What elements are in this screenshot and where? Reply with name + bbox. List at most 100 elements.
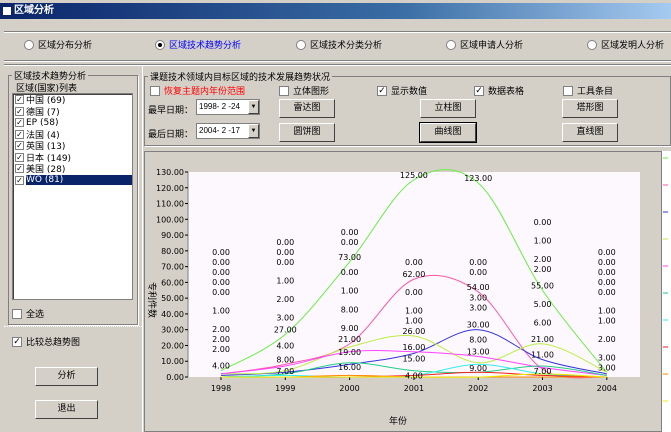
list-item[interactable]: ✓ WO (81): [13, 175, 132, 187]
radio-tab[interactable]: 区域发明人分析: [587, 38, 664, 51]
option-checkbox[interactable]: ✓ 数据表格: [474, 84, 524, 97]
data-label: 30.00: [467, 321, 490, 330]
option-checkbox[interactable]: ✓ 显示数值: [377, 84, 427, 97]
list-item-label: 英国 (13): [26, 142, 66, 153]
checkbox-box[interactable]: ✓: [15, 95, 24, 105]
chart-type-button[interactable]: 直线图: [562, 123, 618, 142]
radio-tab[interactable]: 区域技术分类分析: [296, 38, 382, 51]
checkbox-box[interactable]: ✓: [15, 164, 24, 174]
data-label: 2.00: [212, 325, 230, 334]
chart-type-button[interactable]: 塔形图: [562, 99, 618, 118]
earliest-date-combo[interactable]: 1998- 2 -24 ▼: [196, 99, 260, 115]
data-label: 0.00: [276, 248, 294, 257]
list-item[interactable]: ✓ 英国 (13): [13, 140, 132, 152]
data-label: 0.00: [341, 228, 359, 237]
radio-icon[interactable]: [155, 39, 165, 50]
list-item[interactable]: ✓ 德国 (7): [13, 106, 132, 118]
checkbox-box[interactable]: ✓: [15, 175, 24, 185]
y-axis-label: 专利件数: [146, 282, 158, 318]
radio-icon[interactable]: [587, 39, 597, 50]
chart-type-button[interactable]: 曲线图: [419, 122, 477, 143]
list-item[interactable]: ✓ 美国 (28): [13, 163, 132, 175]
compare-total-checkbox[interactable]: ✓ 比较总趋势图: [12, 335, 80, 348]
data-label: 0.00: [598, 248, 616, 257]
series-line: [221, 373, 607, 378]
region-list[interactable]: ✓ 中国 (69) ✓ 德国 (7) ✓ EP (58) ✓ 法国 (4) ✓ 英国 (13) ✓ 日…: [12, 93, 133, 300]
checkbox-box[interactable]: ✓: [12, 336, 22, 347]
checkbox-box[interactable]: [279, 85, 289, 96]
checkbox-box[interactable]: ✓: [15, 152, 24, 162]
data-label: 1.00: [212, 306, 230, 315]
data-label: 0.00: [469, 258, 487, 267]
option-checkbox[interactable]: 立体图形: [279, 84, 329, 97]
data-label: 123.00: [464, 174, 492, 183]
x-tick-label: 2000: [339, 384, 359, 393]
y-tick-label: 50.00: [161, 294, 184, 303]
list-item-label: 中国 (69): [26, 96, 66, 107]
data-label: 3.00: [469, 303, 487, 312]
chart-type-button[interactable]: 立柱图: [420, 99, 476, 118]
data-label: 0.00: [534, 218, 552, 227]
checkbox-box[interactable]: [12, 308, 22, 319]
data-label: 0.00: [598, 258, 616, 267]
data-label: 1.00: [598, 306, 616, 315]
data-label: 0.00: [405, 288, 423, 297]
x-tick-label: 2003: [532, 384, 552, 393]
data-label: 0.00: [212, 288, 230, 297]
option-checkbox[interactable]: 工具条目: [563, 84, 613, 97]
data-label: 73.00: [338, 253, 361, 262]
checkbox-box[interactable]: ✓: [15, 129, 24, 139]
chart-type-button[interactable]: 圆饼图: [279, 123, 335, 142]
list-item[interactable]: ✓ EP (58): [13, 117, 132, 129]
restore-range-checkbox[interactable]: 恢复主题内年份范围: [150, 84, 245, 97]
list-item[interactable]: ✓ 日本 (149): [13, 152, 132, 164]
option-label: 工具条目: [577, 87, 614, 97]
chevron-down-icon[interactable]: ▼: [248, 124, 259, 138]
checkbox-box[interactable]: [150, 85, 160, 96]
checkbox-box[interactable]: ✓: [15, 141, 24, 151]
radio-tab[interactable]: 区域申请人分析: [446, 38, 523, 51]
chevron-down-icon[interactable]: ▼: [248, 100, 259, 114]
radio-label: 区域申请人分析: [460, 41, 524, 51]
exit-button[interactable]: 退出: [35, 400, 98, 419]
radio-tab[interactable]: 区域技术趋势分析: [155, 38, 241, 51]
checkbox-box[interactable]: [563, 85, 573, 96]
data-label: 8.00: [276, 355, 294, 364]
radio-icon[interactable]: [296, 39, 306, 50]
data-label: 26.00: [402, 327, 425, 336]
divider: [142, 65, 143, 432]
radio-label: 区域分布分析: [38, 41, 93, 51]
data-label: 2.00: [598, 335, 616, 344]
data-label: 21.00: [531, 335, 554, 344]
plot-area: [188, 172, 640, 377]
compare-total-label: 比较总趋势图: [26, 338, 81, 348]
list-item[interactable]: ✓ 法国 (4): [13, 129, 132, 141]
radio-icon[interactable]: [24, 39, 34, 50]
analyze-button[interactable]: 分析: [35, 367, 98, 386]
latest-date-combo[interactable]: 2004- 2 -17 ▼: [196, 123, 260, 139]
checkbox-box[interactable]: ✓: [377, 85, 387, 96]
checkbox-box[interactable]: ✓: [15, 118, 24, 128]
checkbox-box[interactable]: ✓: [15, 106, 24, 116]
list-item[interactable]: ✓ 中国 (69): [13, 94, 132, 106]
x-tick-label: 2001: [404, 384, 424, 393]
data-label: 0.00: [405, 258, 423, 267]
chart-type-button[interactable]: 雷达图: [279, 99, 335, 118]
list-item-label: WO (81): [26, 175, 132, 186]
x-tick-label: 1999: [275, 384, 295, 393]
data-label: 27.00: [274, 325, 297, 334]
radio-icon[interactable]: [446, 39, 456, 50]
checkbox-box[interactable]: ✓: [474, 85, 484, 96]
radio-tab[interactable]: 区域分布分析: [24, 38, 92, 51]
data-label: 19.00: [338, 348, 361, 357]
data-label: 0.00: [212, 258, 230, 267]
data-label: 4.00: [276, 342, 294, 351]
select-all-checkbox[interactable]: 全选: [12, 307, 44, 320]
latest-date-label: 最后日期：: [148, 130, 194, 140]
data-label: 21.00: [338, 335, 361, 344]
list-title: 区域(国家)列表: [16, 84, 78, 94]
data-label: 1.00: [276, 276, 294, 285]
y-tick-label: 120.00: [156, 184, 184, 193]
data-label: 2.00: [534, 265, 552, 274]
